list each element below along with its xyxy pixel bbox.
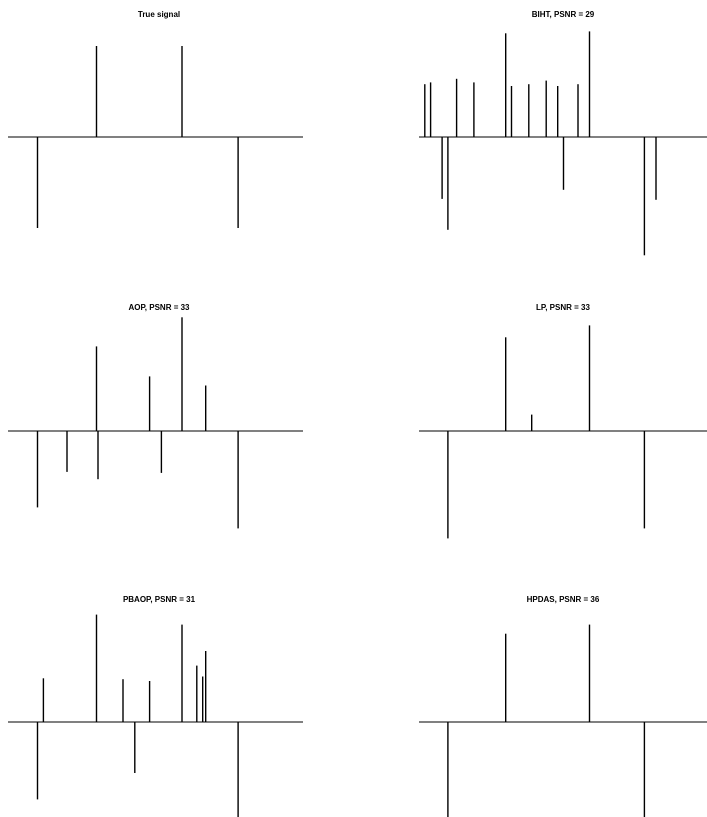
stem-series xyxy=(8,317,303,529)
stem-series xyxy=(419,31,707,256)
stem-series xyxy=(8,46,303,228)
panel-pbaop: PBAOP, PSNR = 31 xyxy=(8,595,303,817)
stem-series xyxy=(8,614,303,817)
panel-aop: AOP, PSNR = 33 xyxy=(8,303,303,529)
panel-title: PBAOP, PSNR = 31 xyxy=(123,595,196,604)
panel-biht: BIHT, PSNR = 29 xyxy=(419,10,707,256)
panel-hpdas: HPDAS, PSNR = 36 xyxy=(419,595,707,817)
panel-lp: LP, PSNR = 33 xyxy=(419,303,707,539)
panel-title: AOP, PSNR = 33 xyxy=(129,303,191,312)
panel-title: LP, PSNR = 33 xyxy=(536,303,590,312)
panel-title: BIHT, PSNR = 29 xyxy=(532,10,595,19)
panel-true-signal: True signal xyxy=(8,10,303,228)
stem-series xyxy=(419,624,707,817)
panel-title: True signal xyxy=(138,10,180,19)
panel-title: HPDAS, PSNR = 36 xyxy=(527,595,600,604)
stem-series xyxy=(419,325,707,539)
